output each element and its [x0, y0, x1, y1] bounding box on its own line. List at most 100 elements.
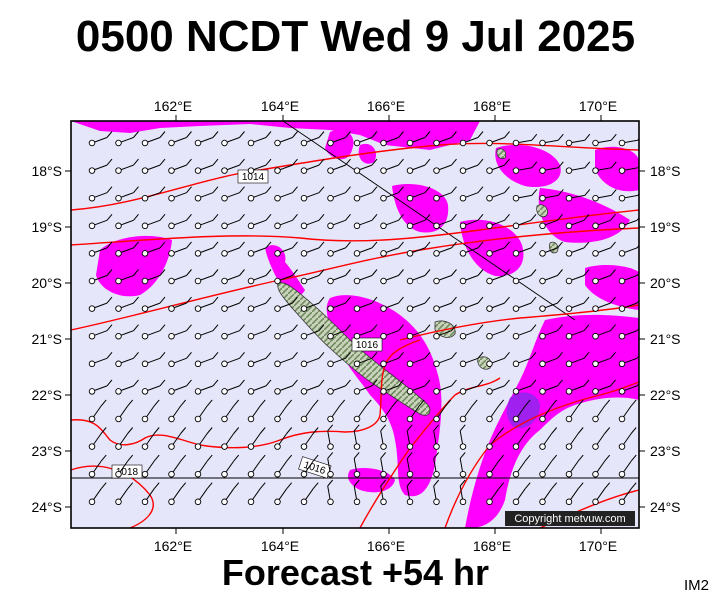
wind-barb-station [327, 443, 334, 450]
wind-barb-station [353, 360, 361, 368]
isobar-labels: 1014 1016 1016 1018 [111, 169, 383, 479]
wind-barb-feather [498, 399, 505, 407]
wind-barb-feather [286, 482, 293, 490]
wind-barb-station [274, 388, 281, 395]
wind-barb-feather [186, 324, 192, 332]
wind-barb-feather [584, 133, 591, 141]
wind-barb-station [88, 415, 96, 423]
map-frame [70, 120, 640, 529]
wind-barb-station [433, 222, 440, 230]
wind-barb-feather [406, 452, 413, 459]
wind-barb-feather [180, 399, 187, 407]
wind-barb-station [221, 388, 228, 395]
wind-barb-feather [504, 296, 510, 304]
wind-barb-feather [557, 269, 563, 276]
wind-barb-feather [212, 158, 219, 166]
wind-barb-feather [233, 454, 240, 462]
wind-barb-feather [477, 158, 484, 166]
wind-barb-feather [233, 399, 240, 407]
wind-barb-feather [286, 454, 293, 462]
wind-barb-feather [392, 399, 399, 407]
wind-barb-feather [265, 324, 272, 332]
wind-barb-station [168, 167, 175, 174]
wind-barb-station [300, 360, 308, 368]
wind-barb-station [486, 388, 493, 395]
wind-barb-station [565, 332, 573, 340]
wind-barb-feather [451, 241, 457, 249]
wind-barb-feather [530, 351, 537, 359]
wind-barb-station [486, 305, 493, 312]
wind-barb-feather [433, 424, 440, 432]
wind-barb-feather [557, 296, 563, 304]
wind-barb-station [247, 305, 255, 312]
wind-barb-feather [524, 454, 531, 462]
wind-barb-station [327, 332, 334, 340]
wind-barb-feather [318, 131, 325, 138]
wind-barb-station [247, 167, 255, 174]
wind-barb-station [433, 470, 440, 478]
wind-barb-feather [345, 324, 351, 332]
wind-barb-station [115, 360, 122, 368]
wind-barb-feather [186, 186, 192, 194]
wind-barb-station [565, 443, 573, 450]
wind-barb-station [565, 415, 573, 423]
wind-barb-station [618, 470, 626, 478]
wind-barb-feather [180, 482, 187, 490]
wind-barb-station [406, 498, 414, 506]
axis-ticks [65, 115, 645, 534]
wind-barb-feather [133, 296, 139, 304]
wind-barb-feather [583, 241, 590, 249]
wind-barb-station [274, 470, 281, 478]
wind-barb-station [353, 250, 361, 257]
wind-barb-feather [212, 131, 219, 138]
latitude-labels-left: 18°S 19°S 20°S 21°S 22°S 23°S 24°S [31, 163, 62, 515]
wind-barb-feather [557, 133, 564, 141]
wind-barb-feather [186, 269, 192, 276]
wind-barb-feather [186, 213, 192, 221]
wind-barb-feather [318, 269, 325, 276]
wind-barb-feather [345, 158, 351, 166]
wind-barb-station [141, 277, 149, 285]
wind-barb-feather [504, 379, 510, 387]
wind-barb-station [486, 443, 493, 450]
wind-barb-station [194, 222, 202, 230]
wind-barb-station [327, 194, 334, 202]
wind-barb-feather [477, 379, 484, 387]
wind-barb-feather [127, 399, 134, 407]
lon-label: 170°E [579, 98, 617, 114]
wind-barb-feather [551, 482, 558, 490]
wind-barb-feather [292, 324, 298, 332]
wind-barb-feather [451, 213, 457, 221]
wind-barb-station [221, 250, 228, 257]
wind-barb-feather [551, 454, 558, 462]
wind-barb-feather [159, 213, 166, 221]
lat-label: 22°S [31, 387, 62, 403]
wind-barb-station [327, 277, 334, 285]
wind-barb-feather [239, 324, 245, 332]
wind-barb-station [88, 250, 96, 257]
wind-barb-station [88, 388, 96, 395]
wind-barb-feather [100, 399, 107, 407]
wind-barb-station [512, 167, 520, 174]
wind-barb-feather [345, 296, 351, 304]
wind-barb-station [433, 167, 440, 174]
wind-barb-station [141, 443, 149, 450]
wind-barb-station [486, 498, 493, 506]
wind-barb-station [486, 415, 493, 423]
wind-barb-feather [318, 379, 325, 387]
wind-barb-station [115, 139, 122, 147]
wind-barb-feather [292, 131, 298, 138]
latitude-labels-right: 18°S 19°S 20°S 21°S 22°S 23°S 24°S [650, 163, 681, 515]
wind-barb-station [459, 360, 467, 368]
wind-barb-feather [206, 454, 213, 462]
wind-barb-station [486, 167, 493, 174]
wind-barb-station [221, 139, 228, 147]
wind-barb-feather [318, 241, 325, 249]
wind-barb-feather [557, 379, 563, 387]
wind-barb-feather [610, 379, 616, 387]
wind-barb-station [115, 305, 122, 312]
wind-barb-station [353, 388, 361, 395]
wind-barb-feather [630, 427, 637, 434]
wind-barb-feather [531, 189, 538, 196]
wind-barb-station [512, 305, 520, 312]
